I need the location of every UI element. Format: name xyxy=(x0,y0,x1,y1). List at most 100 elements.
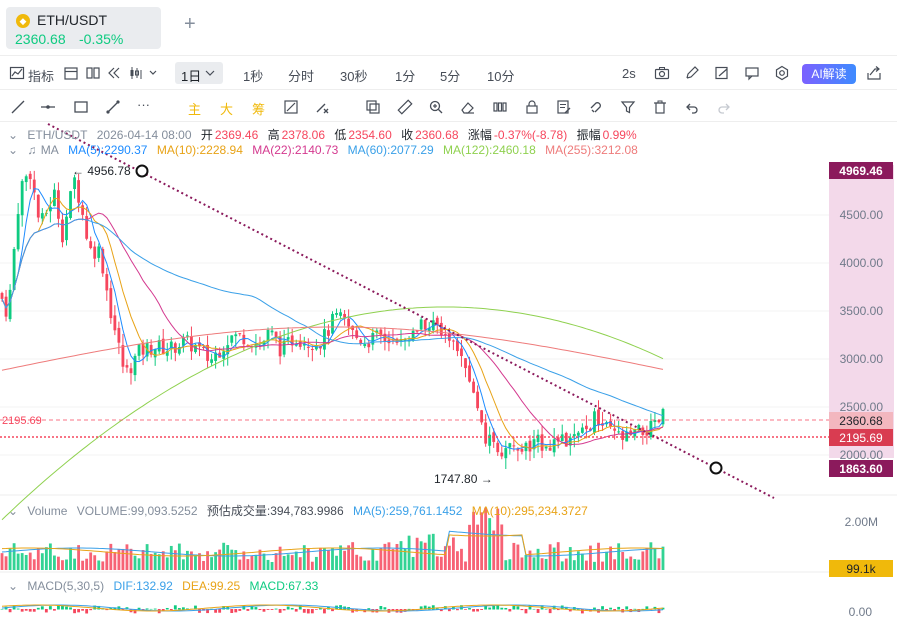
chevron-down-icon[interactable]: ⌄ xyxy=(8,504,19,518)
interval-chevron-icon[interactable] xyxy=(204,65,216,81)
macd-bar xyxy=(480,609,484,610)
interval-10m[interactable]: 10分 xyxy=(487,69,515,84)
pen-icon[interactable] xyxy=(684,65,700,81)
macd-bar xyxy=(218,609,222,613)
rectangle-tool-icon[interactable] xyxy=(73,99,89,115)
interval-1m[interactable]: 1分 xyxy=(395,69,416,84)
macd-bar xyxy=(536,609,540,613)
candle xyxy=(544,445,548,451)
volume-bar xyxy=(89,552,93,570)
brush-tool-icon[interactable] xyxy=(105,99,121,115)
chevron-down-icon[interactable] xyxy=(148,65,158,81)
trend-line-handle-end[interactable] xyxy=(709,461,723,475)
trend-line[interactable] xyxy=(47,123,775,499)
ruler-icon[interactable] xyxy=(397,99,413,115)
trash-icon[interactable] xyxy=(652,99,668,115)
more-tools-icon[interactable]: ··· xyxy=(137,97,150,112)
ohlc-amp: 0.99% xyxy=(602,128,637,142)
volume-bar xyxy=(61,560,64,570)
macd-bar xyxy=(81,609,85,611)
share-icon[interactable] xyxy=(866,65,882,81)
indicators-button[interactable]: 指标 xyxy=(28,69,55,84)
volume-bar xyxy=(141,550,145,570)
macd-bar xyxy=(532,608,536,610)
chart-area[interactable]: 4969.46 4500.00 4000.00 3500.00 3000.00 … xyxy=(0,122,897,623)
volume-bar xyxy=(274,553,278,570)
candle xyxy=(540,425,544,459)
chevron-down-icon[interactable]: ⌄ xyxy=(8,579,19,593)
trend-line-handle-start[interactable] xyxy=(135,164,149,178)
add-tab-icon[interactable]: + xyxy=(184,13,196,35)
volume-bar xyxy=(637,559,641,570)
candle xyxy=(48,197,52,223)
undo-icon[interactable] xyxy=(684,99,700,115)
lock-icon[interactable] xyxy=(524,99,540,115)
ma-line xyxy=(1,326,664,371)
interval-5m[interactable]: 5分 xyxy=(440,69,461,84)
tab-eth-usdt[interactable]: ◆ ETH/USDT 2360.68 -0.35% xyxy=(6,7,161,49)
indicator-icon[interactable] xyxy=(9,65,25,81)
macd-bar xyxy=(274,608,278,610)
macd-bar xyxy=(383,607,387,610)
trend-line-tool-icon[interactable] xyxy=(10,99,26,115)
candle xyxy=(580,423,584,434)
interval-1s[interactable]: 1秒 xyxy=(243,69,264,84)
candle xyxy=(391,329,395,345)
macd-bar xyxy=(302,609,306,613)
chart-edit-icon[interactable] xyxy=(714,65,730,81)
main-indicator-toggle[interactable]: 主 xyxy=(188,102,202,117)
candle xyxy=(113,305,117,336)
ohlc-change: -0.37%(-8.78) xyxy=(493,128,568,142)
refresh-rate[interactable]: 2s xyxy=(622,66,636,81)
volume-bar xyxy=(210,557,214,570)
shape-tool-icon[interactable] xyxy=(365,99,381,115)
volume-bar xyxy=(617,543,621,570)
interval-30s[interactable]: 30秒 xyxy=(340,69,368,84)
ma10-value: MA(10):2228.94 xyxy=(156,143,243,157)
camera-icon[interactable] xyxy=(654,65,670,81)
interval-timeshare[interactable]: 分时 xyxy=(288,69,315,84)
volume-bar xyxy=(576,551,580,570)
min-price-marker: 1747.80 → xyxy=(434,472,493,486)
add-drawing-icon[interactable] xyxy=(283,99,299,115)
macd-bar xyxy=(520,609,524,611)
candle xyxy=(65,209,68,246)
ai-analysis-button[interactable]: AI解读 xyxy=(802,64,856,84)
eraser-icon[interactable] xyxy=(460,99,476,115)
candle xyxy=(548,439,552,451)
zoom-in-icon[interactable] xyxy=(428,99,444,115)
magnet-icon[interactable] xyxy=(588,99,604,115)
interval-1d-button[interactable] xyxy=(175,62,223,84)
pattern-icon[interactable] xyxy=(492,99,508,115)
bell-icon[interactable]: ♫ xyxy=(27,143,37,157)
volume-bar xyxy=(645,547,649,570)
clear-drawing-icon[interactable] xyxy=(314,99,330,115)
candle xyxy=(500,446,504,460)
macd-bar xyxy=(109,607,113,610)
redo-icon[interactable] xyxy=(716,99,732,115)
note-edit-icon[interactable] xyxy=(556,99,572,115)
macd-bar xyxy=(456,609,459,611)
replay-icon[interactable] xyxy=(106,65,122,81)
volume-bar xyxy=(403,548,407,570)
candle-type-icon[interactable] xyxy=(128,65,144,81)
ma60-value: MA(60):2077.29 xyxy=(347,143,434,157)
layout-icon[interactable] xyxy=(85,65,101,81)
big-order-toggle[interactable]: 大 xyxy=(220,102,234,117)
calendar-icon[interactable] xyxy=(63,65,79,81)
volume-bar xyxy=(605,551,608,570)
candle xyxy=(153,348,157,366)
filter-icon[interactable] xyxy=(620,99,636,115)
chevron-down-icon[interactable]: ⌄ xyxy=(8,128,19,142)
chip-distribution-toggle[interactable]: 筹 xyxy=(252,102,266,117)
horizontal-line-tool-icon[interactable] xyxy=(40,99,56,115)
candle xyxy=(601,411,604,432)
settings-icon[interactable] xyxy=(774,65,790,81)
tab-change: -0.35% xyxy=(79,31,124,47)
chevron-down-icon[interactable]: ⌄ xyxy=(8,143,19,157)
candle xyxy=(137,344,141,361)
comment-icon[interactable] xyxy=(744,65,760,81)
volume-bar xyxy=(504,560,508,570)
macd-bar xyxy=(323,609,326,614)
tick-3000: 3000.00 xyxy=(840,352,884,366)
